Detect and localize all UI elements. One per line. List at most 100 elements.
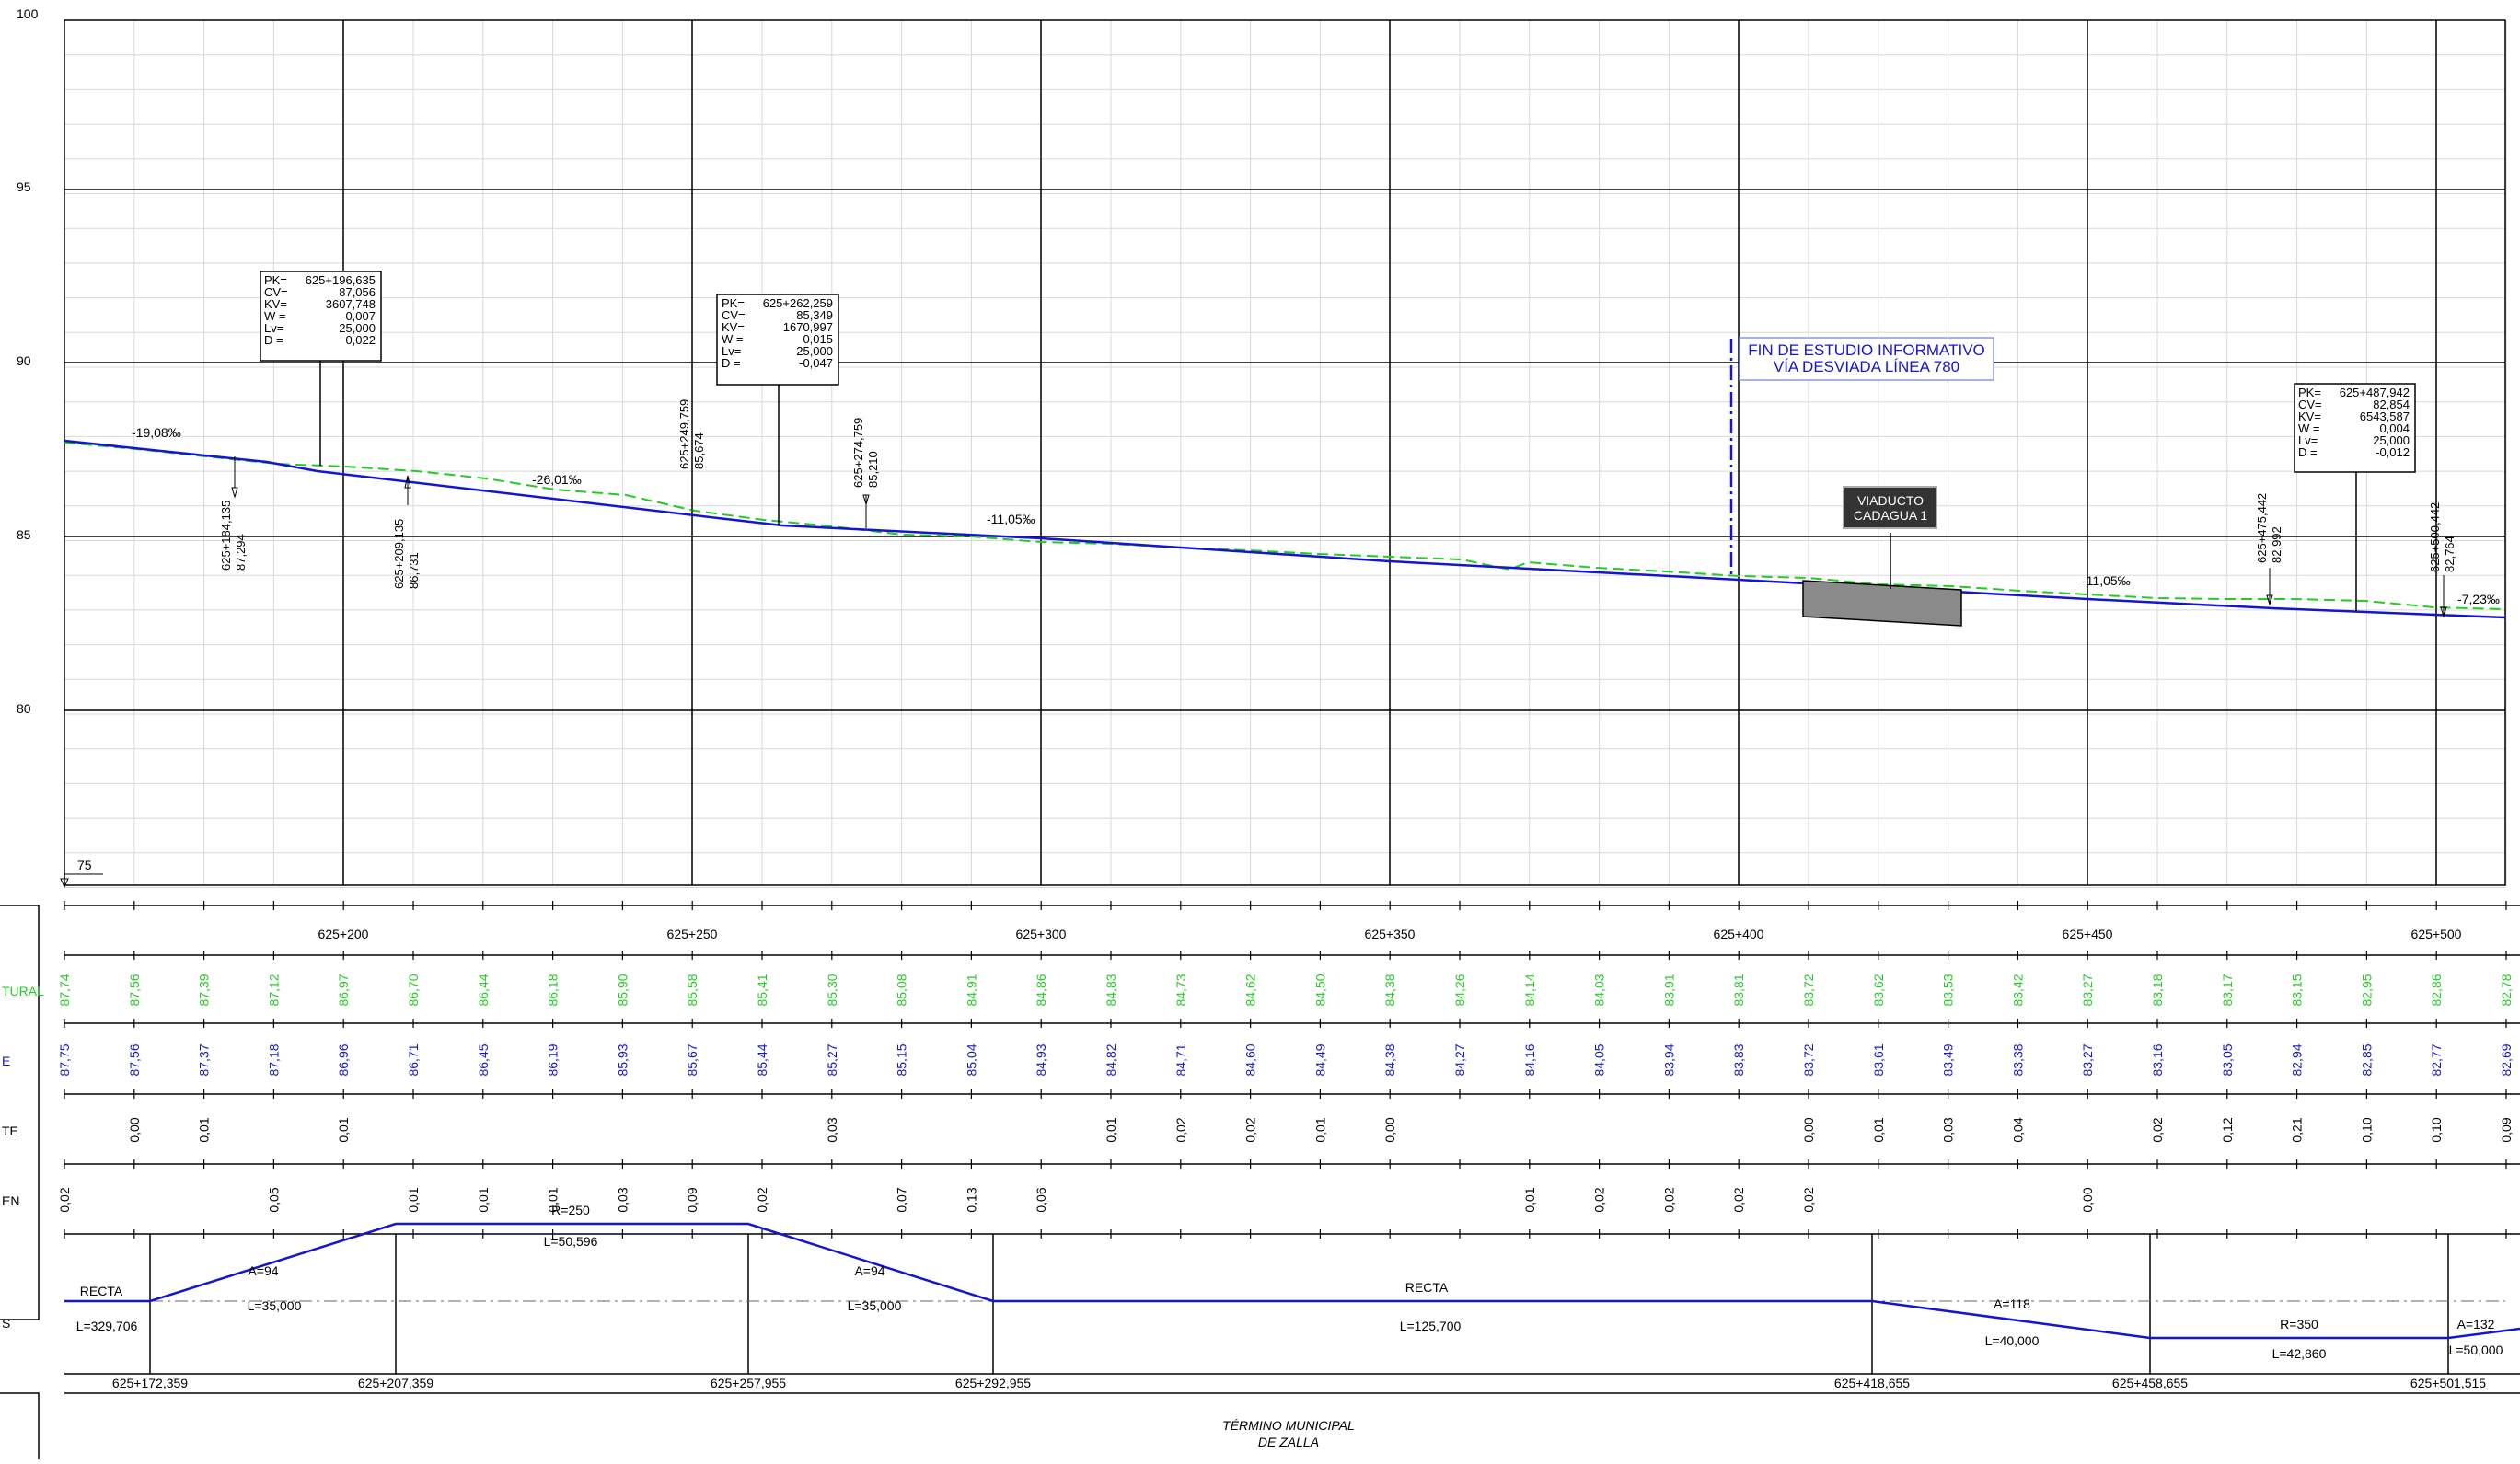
point-5-z: 82,992 [2270,526,2283,563]
grade-elevation-row: 87,75 87,56 87,37 87,18 86,96 86,71 86,45 86,19… [57,1043,2514,1076]
terrain-value: 87,39 [197,974,212,1006]
study-end-line-1: FIN DE ESTUDIO INFORMATIVO [1748,341,1985,359]
terrain-value: 86,97 [336,974,351,1006]
vc1-d: 0,022 [345,333,376,347]
point-3-pk: 625+249,759 [677,399,691,469]
vc2-lv: 25,000 [796,344,833,358]
plan-label: A=118 [1994,1297,2030,1311]
cut-value: 0,01 [1522,1187,1537,1212]
y-label-80: 80 [17,701,31,716]
grade-label-2: -26,01‰ [532,472,582,487]
terrain-value: 83,62 [1871,974,1886,1006]
vc2-key-kv: KV= [722,320,745,334]
vc3-key-kv: KV= [2298,409,2321,423]
cut-value: 0,13 [964,1187,978,1212]
vc3-key-d: D = [2298,445,2318,459]
grade-value: 87,18 [266,1043,281,1076]
grade-value: 84,38 [1382,1043,1397,1076]
plan-station: 625+292,955 [955,1376,1031,1390]
grade-value: 85,93 [615,1043,630,1076]
fill-value: 0,00 [127,1117,142,1142]
plan-label: L=50,000 [2449,1343,2503,1357]
fill-value: 0,01 [1312,1117,1327,1142]
grade-label-3: -11,05‰ [987,512,1035,526]
vc2-key-d: D = [722,356,741,370]
major-grid [64,19,2506,886]
terrain-value: 83,91 [1661,974,1676,1006]
viaduct-label-1: VIADUCTO [1857,493,1924,508]
grade-value: 86,71 [406,1043,421,1076]
point-3-z: 85,674 [692,432,706,469]
grade-value: 82,69 [2499,1043,2514,1076]
grade-value: 85,04 [964,1043,978,1076]
point-1-pk: 625+184,135 [219,501,233,571]
cut-value: 0,01 [546,1187,561,1212]
municipal-label-2: DE ZALLA [1258,1435,1319,1449]
terrain-value: 84,38 [1382,974,1397,1006]
grade-line [64,439,2506,619]
plan-label: A=132 [2457,1317,2495,1331]
fill-row: 0,00 0,01 0,01 0,03 0,01 0,02 0,02 0,01 0,00 0,00… [127,1117,2514,1142]
vc3-kv: 6543,587 [2360,409,2410,423]
terrain-value: 84,86 [1034,974,1048,1006]
plan-station: 625+257,955 [711,1376,786,1390]
vc2-pk: 625+262,259 [763,296,833,310]
terrain-value: 87,12 [266,974,281,1006]
row-title-fill: TE [2,1124,18,1138]
terrain-value: 84,26 [1452,974,1467,1006]
point-5-pk: 625+475,442 [2255,493,2269,563]
grade-label-1: -19,08‰ [132,425,181,440]
row-title-terrain: TURAL [2,984,44,998]
vc1-kv: 3607,748 [326,297,376,311]
study-end-marker: FIN DE ESTUDIO INFORMATIVO VÍA DESVIADA … [1729,337,1994,578]
terrain-value: 84,14 [1522,974,1537,1006]
grade-value: 86,45 [476,1043,491,1076]
cut-value: 0,07 [895,1187,909,1212]
guitar-lines [0,905,2520,1464]
terrain-value: 86,18 [546,974,561,1006]
grade-value: 83,61 [1871,1043,1886,1076]
municipal-label-1: TÉRMINO MUNICIPAL [1222,1418,1355,1433]
grade-value: 86,19 [546,1043,561,1076]
grade-value: 83,72 [1801,1043,1816,1076]
terrain-value: 85,41 [755,974,769,1006]
vc3-d: -0,012 [2376,445,2410,459]
guitar-tick-marks [64,901,2507,1239]
vc1-key-lv: Lv= [264,321,283,335]
terrain-value: 83,17 [2220,974,2235,1006]
vc1-w: -0,007 [341,309,376,323]
terrain-value: 83,27 [2080,974,2095,1006]
point-marker-2: 625+209,135 86,731 [392,475,421,589]
chainage-label: 625+350 [1365,927,1416,941]
point-marker-6: 625+500,442 82,764 [2428,502,2456,618]
terrain-value: 82,86 [2429,974,2444,1006]
plan-label: RECTA [80,1284,123,1298]
vc2-key-cv: CV= [722,308,746,322]
terrain-value: 82,95 [2359,974,2374,1006]
terrain-value: 86,70 [406,974,421,1006]
vc3-key-w: W = [2298,421,2319,435]
plan-station: 625+172,359 [112,1376,188,1390]
plan-label: A=94 [248,1263,278,1278]
grade-value: 87,37 [197,1043,212,1076]
terrain-value: 83,72 [1801,974,1816,1006]
row-title-cut: EN [2,1193,19,1208]
grade-value: 85,67 [685,1043,699,1076]
vc1-key-cv: CV= [264,285,288,299]
plan-label: L=35,000 [848,1298,902,1313]
plan-alignment: RECTA L=329,706 A=94 L=35,000 R=250 L=50… [64,1203,2520,1374]
terrain-line [64,442,2506,610]
vc2-key-w: W = [722,332,743,346]
point-1-z: 87,294 [234,534,248,571]
plan-label: R=350 [2280,1317,2318,1331]
point-2-pk: 625+209,135 [392,519,406,589]
plan-label: L=329,706 [76,1319,138,1333]
cut-row: 0,02 0,05 0,01 0,01 0,01 0,03 0,09 0,02 0,07 0,13… [57,1187,2095,1212]
vc1-key-w: W = [264,309,285,323]
cut-value: 0,06 [1034,1187,1048,1212]
base-level-label: 75 [77,858,92,872]
terrain-value: 84,73 [1173,974,1188,1006]
point-6-z: 82,764 [2443,536,2456,572]
grade-value: 84,93 [1034,1043,1048,1076]
